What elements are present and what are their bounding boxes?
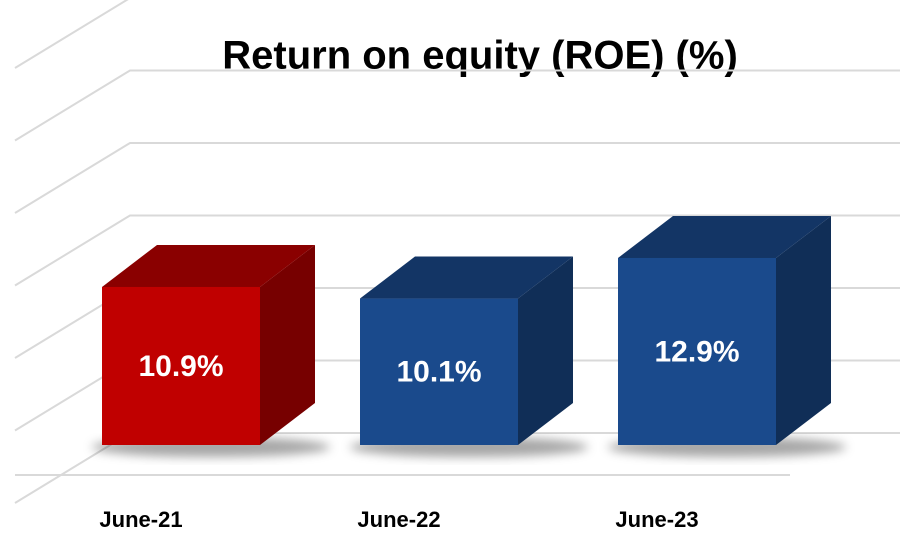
bar-top [102, 244, 315, 287]
bar-front [618, 257, 776, 445]
grid-line [14, 69, 900, 142]
x-tick-label: June-23 [615, 507, 698, 532]
bar [350, 256, 588, 457]
bar-top [618, 215, 831, 258]
bar [608, 215, 846, 457]
grid-line [14, 0, 129, 69]
x-tick-label: June-21 [99, 507, 182, 532]
x-tick-label: June-22 [357, 507, 440, 532]
bar-side [776, 215, 831, 445]
bar-front [102, 286, 260, 445]
bar-front [360, 298, 518, 445]
grid-line [14, 142, 900, 214]
data-label: 12.9% [654, 335, 739, 368]
bar-side [260, 244, 315, 445]
bar [92, 244, 330, 457]
data-label: 10.1% [396, 356, 481, 389]
bar-top [360, 256, 573, 299]
data-label: 10.9% [138, 350, 223, 383]
grid-line [14, 214, 900, 287]
bar-side [518, 256, 573, 445]
